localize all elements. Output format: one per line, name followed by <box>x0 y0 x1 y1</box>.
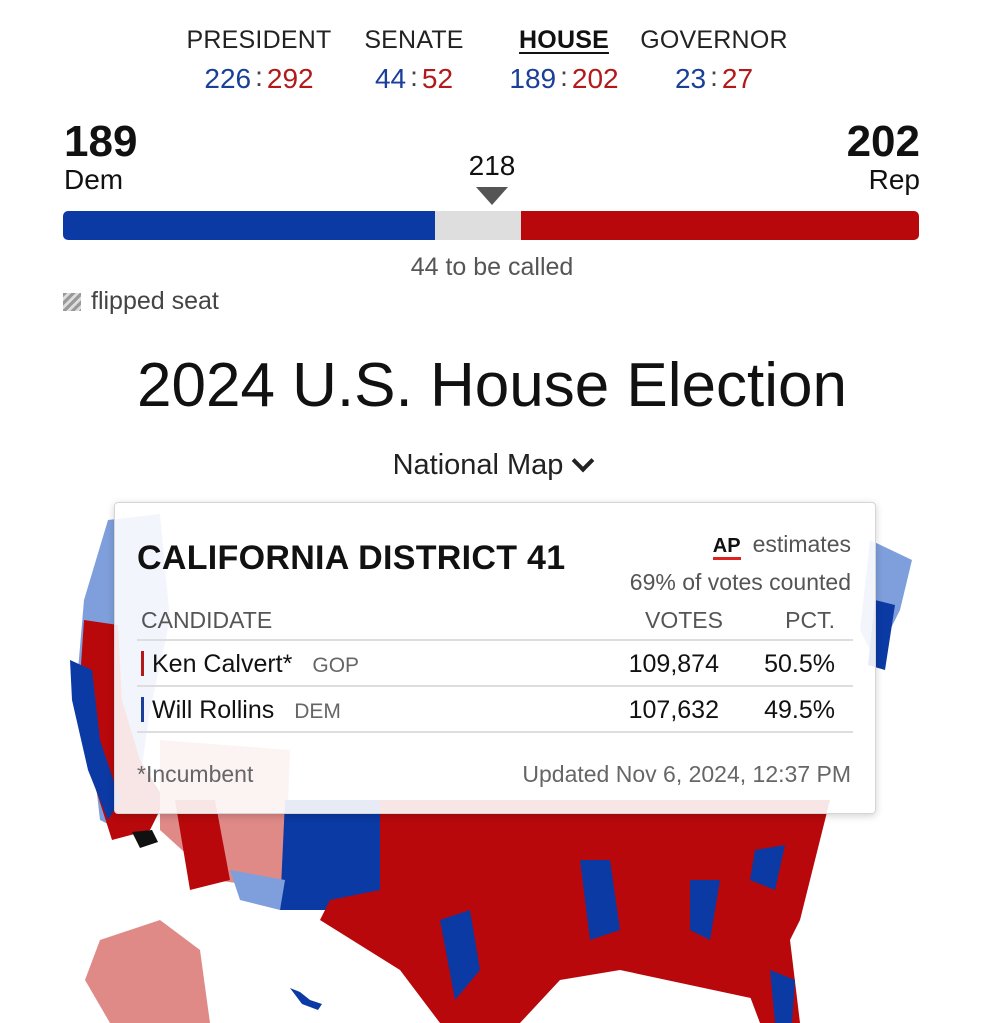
tab-score: 226:292 <box>204 61 314 94</box>
dem-score: 23 <box>674 63 707 94</box>
candidate-party: DEM <box>294 700 341 723</box>
tab-house[interactable]: HOUSE 189:202 <box>489 26 639 95</box>
majority-threshold: 218 <box>468 150 516 181</box>
candidate-votes: 107,632 <box>628 696 719 724</box>
tab-senate[interactable]: SENATE 44:52 <box>339 26 489 95</box>
seat-bar <box>63 211 919 240</box>
arizona-region <box>280 800 385 910</box>
tab-label: SENATE <box>364 26 464 54</box>
central-region <box>320 800 830 1023</box>
to-be-called: 44 to be called <box>410 253 574 281</box>
tab-label: GOVERNOR <box>640 26 788 54</box>
district-title: CALIFORNIA DISTRICT 41 <box>137 539 566 577</box>
nevada-region <box>175 800 230 890</box>
rep-seat-count: 202 <box>846 117 920 166</box>
estimates-label: estimates <box>752 531 851 557</box>
candidate-votes: 109,874 <box>628 650 719 678</box>
dem-seat-segment <box>63 211 435 240</box>
page-title: 2024 U.S. House Election <box>137 351 847 420</box>
tab-score: 189:202 <box>509 61 619 94</box>
rep-score: 52 <box>421 63 454 94</box>
tab-governor[interactable]: GOVERNOR 23:27 <box>639 26 789 95</box>
party-color-marker <box>141 651 144 676</box>
table-row: Will Rollins DEM 107,632 49.5% <box>137 687 853 733</box>
candidate-party: GOP <box>312 654 360 677</box>
col-pct: PCT. <box>785 607 835 633</box>
map-view-label: National Map <box>392 449 564 481</box>
dem-label: Dem <box>64 164 124 195</box>
dem-score: 189 <box>509 63 557 94</box>
uncalled-seat-segment <box>434 211 522 240</box>
table-row: Ken Calvert* GOP 109,874 50.5% <box>137 641 853 687</box>
ap-estimates: AP estimates <box>712 531 851 560</box>
candidate-pct: 49.5% <box>764 696 835 724</box>
southeast-blue-pocket <box>690 880 720 940</box>
updated-timestamp: Updated Nov 6, 2024, 12:37 PM <box>522 761 851 787</box>
district-result-card: CALIFORNIA DISTRICT 41 AP estimates 69% … <box>114 502 876 814</box>
rep-seat-segment <box>521 211 919 240</box>
rep-label: Rep <box>868 164 920 195</box>
california-coast <box>70 660 120 820</box>
majority-marker-icon <box>476 187 508 205</box>
dem-seat-count: 189 <box>64 117 138 166</box>
incumbent-footnote: *Incumbent <box>137 761 254 787</box>
florida-blue-pocket <box>770 970 795 1023</box>
tab-score: 44:52 <box>374 61 454 94</box>
new-mexico-region <box>230 870 285 910</box>
dem-score: 226 <box>204 63 252 94</box>
col-candidate: CANDIDATE <box>141 607 273 633</box>
rep-score: 292 <box>266 63 314 94</box>
hatch-swatch-icon <box>63 292 81 311</box>
candidate-pct: 50.5% <box>764 650 835 678</box>
tab-label: HOUSE <box>519 26 609 54</box>
votes-counted: 69% of votes counted <box>629 569 851 595</box>
map-view-selector[interactable]: National Map <box>0 449 984 482</box>
tab-president[interactable]: PRESIDENT 226:292 <box>179 26 339 95</box>
candidate-name: Will Rollins <box>152 696 275 724</box>
party-color-marker <box>141 697 144 722</box>
results-table-header: CANDIDATE VOTES PCT. <box>137 603 853 641</box>
rep-score: 27 <box>721 63 754 94</box>
flipped-seat-legend: flipped seat <box>63 287 219 316</box>
rep-score: 202 <box>571 63 619 94</box>
race-tabs: PRESIDENT 226:292 SENATE 44:52 HOUSE 189… <box>0 26 984 95</box>
alaska-region <box>85 920 210 1023</box>
south-blue-pocket <box>580 860 620 940</box>
col-votes: VOTES <box>645 607 723 633</box>
tab-label: PRESIDENT <box>186 26 332 54</box>
dem-score: 44 <box>374 63 407 94</box>
hawaii-region <box>290 988 322 1010</box>
flipped-seat-label: flipped seat <box>91 287 219 315</box>
chevron-down-icon <box>572 449 595 473</box>
texas-blue-pocket <box>440 910 480 1000</box>
tab-score: 23:27 <box>674 61 754 94</box>
ap-logo: AP <box>712 535 741 560</box>
carolina-blue-pocket <box>750 845 785 890</box>
candidate-name: Ken Calvert* <box>152 650 293 678</box>
rep-tally: 202 Rep <box>847 118 920 194</box>
dem-tally: 189 Dem <box>64 118 137 194</box>
selected-district <box>132 830 158 848</box>
